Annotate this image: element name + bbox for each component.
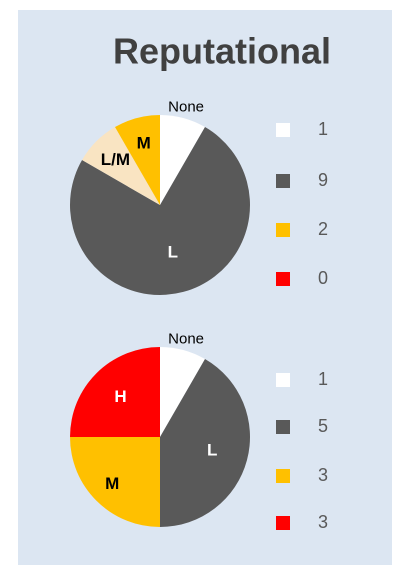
legend-label: 1: [318, 369, 328, 389]
pie-slice: [160, 115, 205, 205]
legend-label: 9: [318, 170, 328, 190]
legend-swatch: [276, 223, 290, 237]
slice-label: None: [168, 99, 204, 116]
slice-label: L/M: [101, 150, 130, 169]
legend-swatch: [276, 272, 290, 286]
slice-label: None: [168, 331, 204, 348]
legend-label: 1: [318, 119, 328, 139]
slice-label: L: [207, 440, 217, 459]
legend-swatch: [276, 174, 290, 188]
pie-slice: [115, 115, 160, 205]
pie-slice: [160, 359, 250, 527]
slice-label: M: [137, 134, 151, 153]
legend-label: 3: [318, 465, 328, 485]
legend-swatch: [276, 123, 290, 137]
legend-label: 2: [318, 219, 328, 239]
pie-slice: [70, 437, 160, 527]
legend-swatch: [276, 373, 290, 387]
legend-label: 3: [318, 512, 328, 532]
legend-swatch: [276, 516, 290, 530]
slice-label: M: [105, 474, 119, 493]
legend-swatch: [276, 420, 290, 434]
chart-title: Reputational: [113, 31, 331, 72]
slice-label: L: [168, 242, 178, 261]
legend-label: 0: [318, 268, 328, 288]
pie-slice: [70, 347, 160, 437]
legend-swatch: [276, 469, 290, 483]
pie-slice: [82, 127, 160, 205]
pie-slice: [70, 127, 251, 295]
slice-label: H: [114, 387, 126, 406]
legend-label: 5: [318, 416, 328, 436]
pie-slice: [160, 347, 205, 437]
